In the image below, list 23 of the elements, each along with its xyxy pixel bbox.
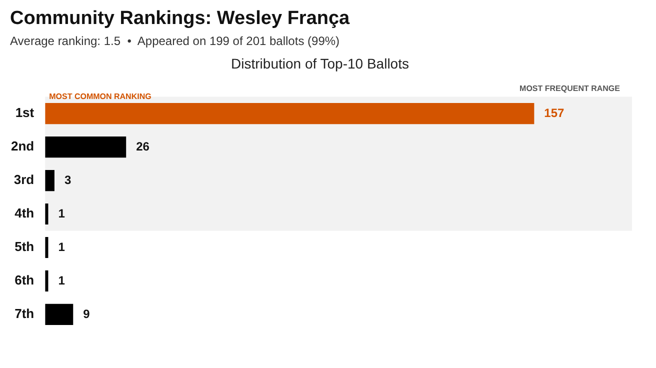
y-tick-label: 4th <box>14 206 34 221</box>
chart-subtitle: Average ranking: 1.5 • Appeared on 199 of 201 ballots (99%) <box>10 34 341 48</box>
data-label: 9 <box>83 306 90 321</box>
annotation: MOST COMMON RANKING <box>49 92 152 102</box>
data-label: 1 <box>58 206 66 220</box>
y-tick-label: 5th <box>14 239 34 254</box>
chart-title: Community Rankings: Wesley França <box>10 8 351 30</box>
data-label: 3 <box>64 172 72 187</box>
y-tick-label: 2nd <box>10 138 34 154</box>
data-label: 26 <box>136 139 150 154</box>
y-tick-label: 1st <box>15 105 35 120</box>
bar <box>45 136 126 158</box>
band-label: MOST FREQUENT RANGE <box>520 84 621 94</box>
y-tick-label: 7th <box>14 306 34 322</box>
bar <box>45 102 534 124</box>
data-label: 1 <box>58 240 66 254</box>
y-tick-label: 3rd <box>14 172 34 188</box>
text: Distribution of Top-10 Ballots <box>231 55 409 72</box>
data-label: 1 <box>58 273 66 288</box>
y-tick-label: 6th <box>14 272 34 288</box>
bar <box>45 304 74 326</box>
data-label: 157 <box>544 106 565 120</box>
bar <box>45 170 54 192</box>
